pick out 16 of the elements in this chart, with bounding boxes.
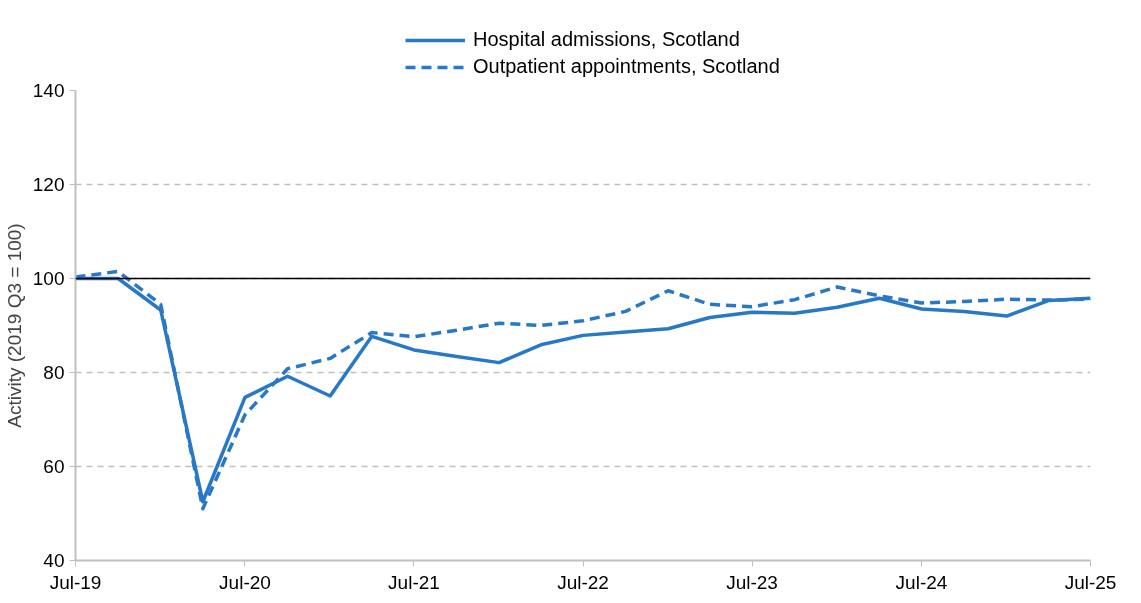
y-tick-label: 40 [43, 550, 65, 571]
y-tick-label: 120 [32, 174, 65, 195]
y-axis-title: Activity (2019 Q3 = 100) [3, 223, 25, 428]
legend-label: Hospital admissions, Scotland [473, 28, 740, 51]
x-tick-label: Jul-20 [219, 571, 271, 593]
legend-label: Outpatient appointments, Scotland [473, 55, 780, 78]
x-tick-label: Jul-22 [557, 571, 609, 593]
x-tick-label: Jul-25 [1064, 571, 1117, 593]
x-tick-label: Jul-19 [49, 571, 102, 593]
y-tick-label: 140 [32, 80, 65, 101]
x-tick-label: Jul-21 [388, 571, 440, 593]
x-tick-label: Jul-24 [895, 571, 948, 593]
y-tick-label: 60 [43, 456, 65, 477]
y-tick-label: 80 [43, 362, 65, 383]
y-tick-label: 100 [32, 268, 65, 289]
x-tick-label: Jul-23 [726, 571, 778, 593]
